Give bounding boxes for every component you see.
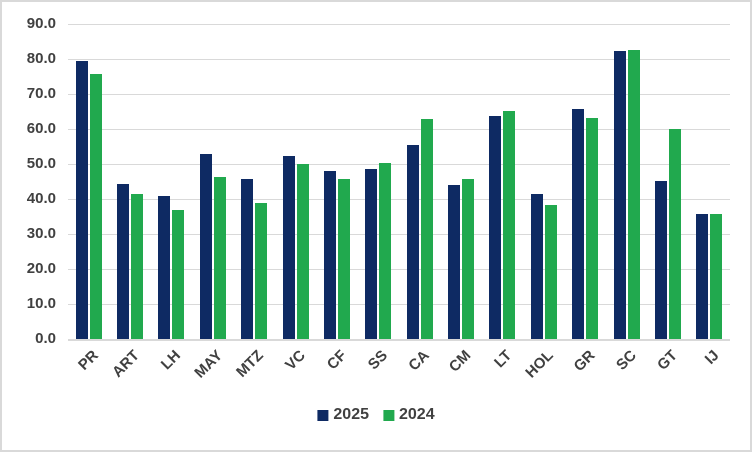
bar-2025-LH [158, 196, 171, 339]
x-tick-label-IJ: IJ [701, 347, 723, 368]
y-tick-label: 70.0 [26, 85, 56, 102]
x-tick-label-GR: GR [570, 347, 599, 375]
x-tick-label-LH: LH [158, 347, 185, 374]
gridline-50 [68, 164, 730, 165]
x-tick-label-SS: SS [365, 347, 392, 374]
y-tick-label: 40.0 [26, 190, 56, 207]
gridline-60 [68, 129, 730, 130]
legend-swatch-icon [383, 409, 394, 421]
y-tick-label: 0.0 [35, 330, 56, 347]
bar-2025-SS [365, 168, 378, 339]
bar-2025-CA [406, 144, 419, 339]
gridline-70 [68, 94, 730, 95]
bar-2025-ART [117, 183, 130, 339]
bar-2025-PR [75, 61, 88, 339]
x-tick-label-SC: SC [612, 347, 640, 374]
x-tick-label-CF: CF [323, 347, 350, 374]
bar-2025-CM [448, 185, 461, 339]
gridline-90 [68, 24, 730, 25]
legend-item-2025: 2025 [317, 406, 369, 424]
y-tick-label: 50.0 [26, 155, 56, 172]
bar-2024-LH [172, 209, 185, 339]
x-tick-label-PR: PR [74, 347, 102, 374]
y-tick-label: 60.0 [26, 120, 56, 137]
x-tick-label-GT: GT [654, 347, 681, 374]
bar-2024-IJ [710, 214, 723, 339]
y-tick-label: 90.0 [26, 15, 56, 32]
gridline-80 [68, 59, 730, 60]
bar-2025-MAY [199, 153, 212, 339]
bar-2024-CM [462, 178, 475, 339]
gridline-20 [68, 269, 730, 270]
x-tick-label-VC: VC [281, 347, 309, 374]
legend-label: 2025 [333, 406, 369, 423]
bar-2025-LT [489, 116, 502, 339]
y-tick-label: 10.0 [26, 295, 56, 312]
gridline-10 [68, 304, 730, 305]
legend: 2025 2024 [317, 406, 435, 424]
legend-label: 2024 [399, 406, 435, 423]
bar-2024-MAY [213, 176, 226, 339]
bar-2024-CA [420, 119, 433, 339]
x-tick-label-LT: LT [491, 347, 516, 372]
bar-2025-MTZ [241, 178, 254, 339]
bar-2024-GR [586, 118, 599, 339]
x-tick-label-ART: ART [109, 347, 144, 381]
bar-2025-VC [282, 155, 295, 339]
bar-2024-MTZ [255, 203, 268, 339]
bar-2025-SC [613, 50, 626, 339]
x-tick-label-HOL: HOL [522, 347, 557, 382]
plot-area [68, 24, 730, 341]
bar-2024-GT [668, 129, 681, 339]
bar-2024-LT [503, 111, 516, 339]
y-tick-label: 30.0 [26, 225, 56, 242]
bar-2024-CF [337, 179, 350, 339]
gridline-30 [68, 234, 730, 235]
legend-swatch-icon [317, 409, 329, 421]
bar-2025-GT [654, 180, 667, 339]
legend-item-2024: 2024 [383, 406, 435, 424]
y-tick-label: 20.0 [26, 260, 56, 277]
bar-2024-SS [379, 162, 392, 339]
bar-2025-CF [323, 171, 336, 339]
gridline-40 [68, 199, 730, 200]
x-tick-label-MAY: MAY [191, 347, 226, 382]
bar-2025-HOL [530, 194, 543, 339]
bar-2024-PR [89, 74, 102, 339]
x-tick-label-CA: CA [405, 347, 433, 375]
bar-2024-VC [296, 164, 309, 339]
bar-2025-IJ [696, 214, 709, 339]
bar-2024-SC [627, 50, 640, 339]
x-tick-label-MTZ: MTZ [233, 347, 268, 381]
bar-2024-ART [131, 193, 144, 339]
y-tick-label: 80.0 [26, 50, 56, 67]
x-tick-label-CM: CM [445, 347, 475, 376]
bar-2025-GR [572, 109, 585, 339]
bar-2024-HOL [544, 204, 557, 339]
